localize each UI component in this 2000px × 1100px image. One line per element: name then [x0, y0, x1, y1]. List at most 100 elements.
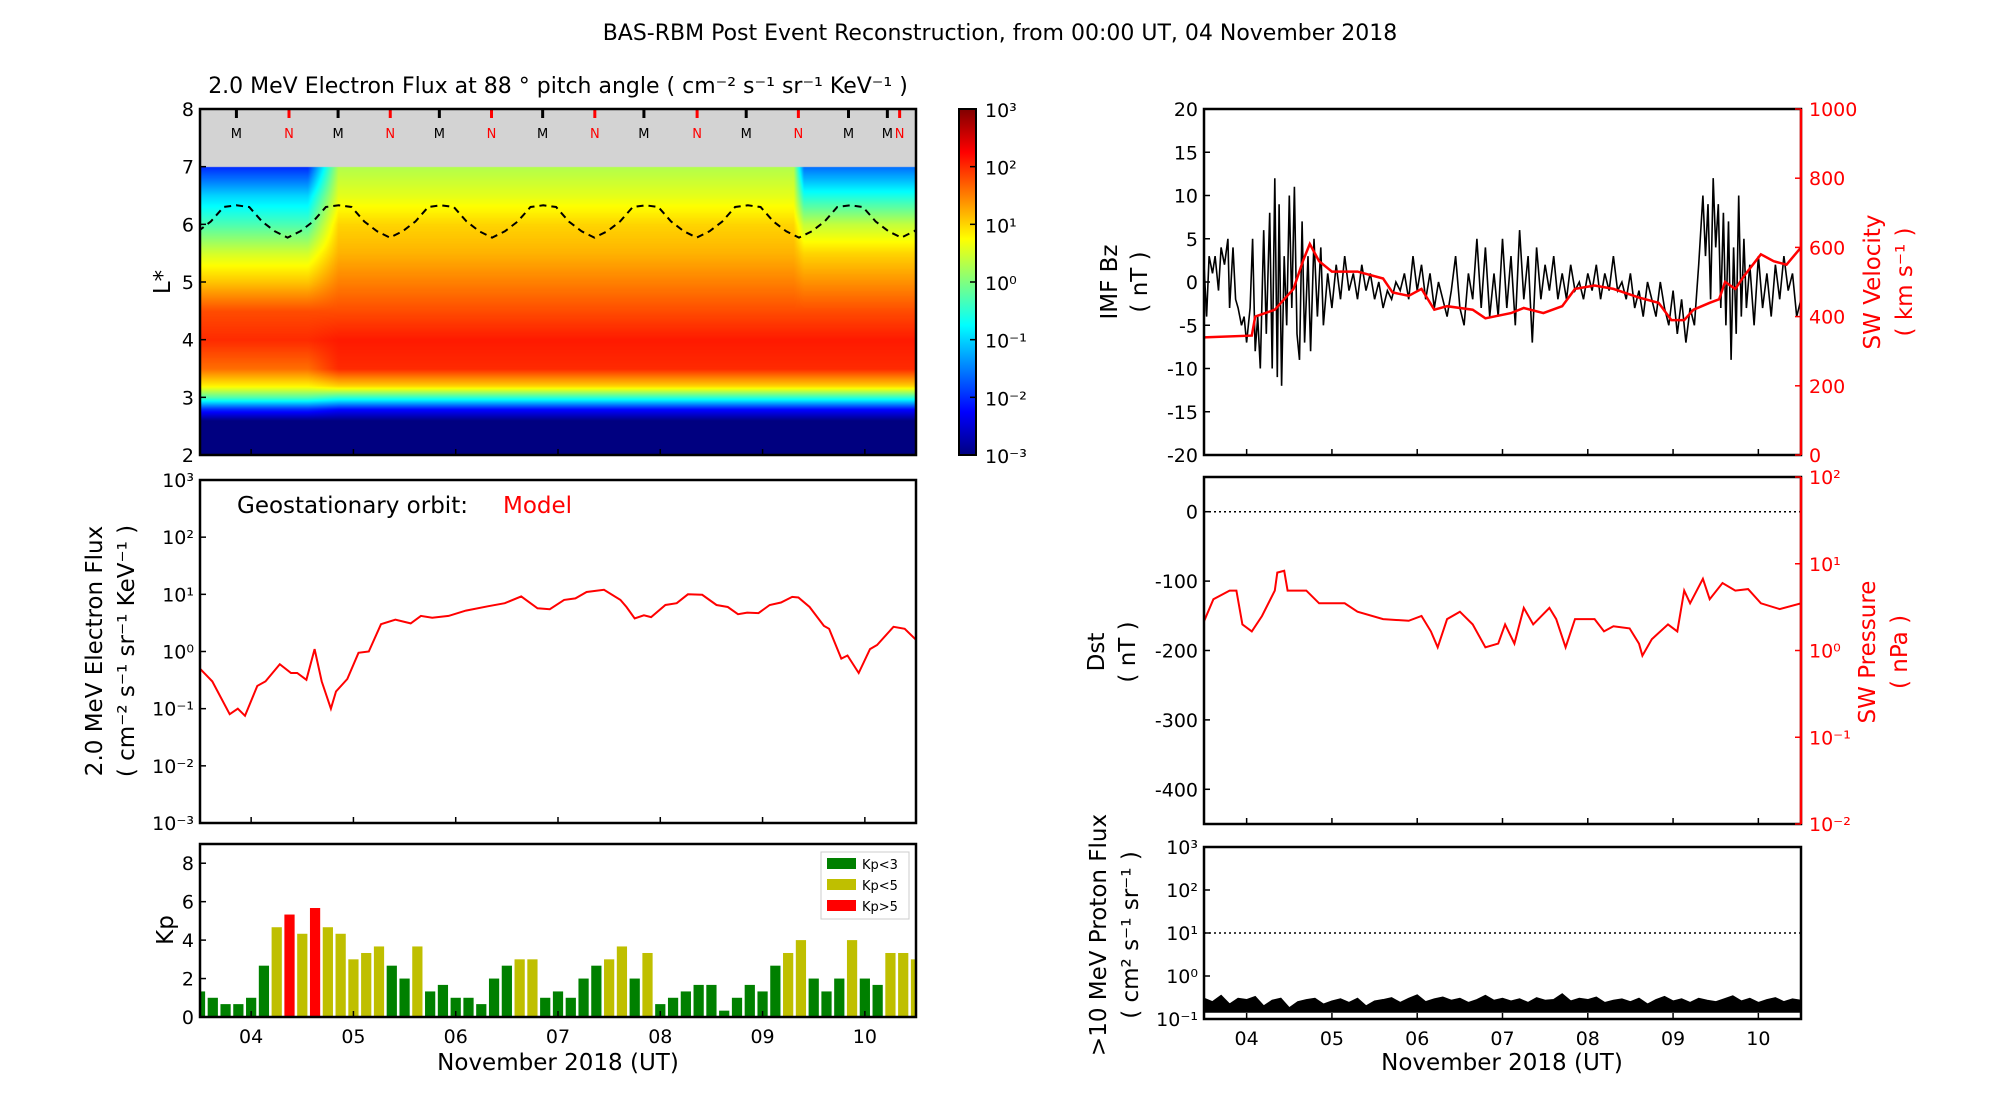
kp-bar: [297, 933, 308, 1017]
x-label-left: November 2018 (UT): [437, 1050, 679, 1076]
geo-orbit-dashed-line: [200, 204, 916, 239]
kp-legend-label: Kp>5: [862, 900, 898, 915]
geo-flux-ytick-label: 10²: [162, 527, 194, 549]
kp-bar: [258, 965, 270, 1017]
mlt-marker-label: N: [794, 127, 804, 142]
proton-ylabel-1: >10 MeV Proton Flux: [1086, 814, 1112, 1056]
velocity-ytick-label: 1000: [1809, 99, 1857, 121]
mlt-marker-label: N: [590, 127, 600, 142]
kp-bar: [373, 946, 385, 1017]
proton-xtick-label: 06: [1405, 1028, 1429, 1050]
kp-bar: [514, 959, 525, 1017]
geo-ylabel-1: 2.0 MeV Electron Flux: [82, 526, 108, 776]
kp-xtick-label: 08: [648, 1026, 672, 1048]
proton-xtick-label: 05: [1320, 1028, 1344, 1050]
kp-bar: [578, 978, 589, 1017]
kp-bar: [744, 984, 755, 1017]
heatmap-ytick-label: 3: [182, 387, 194, 409]
mlt-marker-label: N: [284, 127, 294, 142]
kp-bar: [795, 940, 807, 1017]
heatmap-ytick-label: 8: [182, 99, 194, 121]
kp-bar: [757, 991, 768, 1017]
pressure-ytick-label: 10⁻²: [1809, 814, 1851, 836]
kp-bar: [322, 927, 333, 1017]
imf-ytick-label: -10: [1167, 359, 1198, 381]
kp-bar: [667, 997, 679, 1017]
pressure-ytick-label: 10²: [1809, 467, 1841, 489]
kp-bar: [552, 991, 564, 1017]
imf-ytick-label: 0: [1186, 272, 1198, 294]
colorbar-tick-label: 10⁻³: [985, 446, 1027, 468]
kp-bar: [220, 1004, 231, 1017]
kp-legend-label: Kp<3: [862, 858, 898, 873]
kp-bar: [770, 965, 781, 1017]
proton-ylabel-2: ( cm² s⁻¹ sr⁻¹ ): [1118, 851, 1144, 1019]
kp-bar: [335, 933, 346, 1017]
imf-ytick-label: -5: [1179, 315, 1198, 337]
proton-ytick-label: 10³: [1166, 837, 1198, 859]
kp-bar: [680, 991, 691, 1017]
kp-legend-label: Kp<5: [862, 879, 898, 894]
colorbar-tick-label: 10¹: [985, 215, 1017, 237]
kp-xtick-label: 09: [750, 1026, 774, 1048]
kp-xtick-label: 05: [341, 1026, 365, 1048]
kp-bar: [706, 984, 717, 1017]
geo-annotation: Geostationary orbit:: [237, 493, 468, 519]
geo-flux-ytick-label: 10⁻³: [152, 813, 194, 835]
pressure-ylabel-2: ( nPa ): [1887, 615, 1913, 689]
kp-bar: [821, 991, 832, 1017]
geo-ylabel-2: ( cm⁻² s⁻¹ sr⁻¹ KeV⁻¹ ): [114, 525, 140, 777]
imf-ytick-label: -15: [1167, 402, 1198, 424]
mlt-marker-label: N: [692, 127, 702, 142]
kp-bar: [846, 940, 858, 1017]
imf-ytick-label: 15: [1174, 142, 1198, 164]
kp-xtick-label: 04: [239, 1026, 263, 1048]
heatmap-ytick-label: 6: [182, 214, 194, 236]
geo-flux-ytick-label: 10⁻¹: [152, 699, 194, 721]
kp-bar: [910, 959, 916, 1017]
mlt-marker-label: M: [843, 127, 854, 142]
kp-bar: [527, 959, 538, 1017]
x-label-right: November 2018 (UT): [1381, 1050, 1623, 1076]
kp-bar: [859, 978, 870, 1017]
proton-xtick-label: 07: [1490, 1028, 1514, 1050]
velocity-ytick-label: 200: [1809, 376, 1845, 398]
kp-ylabel: Kp: [153, 915, 179, 945]
mlt-marker-label: N: [385, 127, 395, 142]
kp-bar: [399, 978, 410, 1017]
kp-bar: [885, 952, 896, 1017]
kp-bar: [200, 991, 206, 1017]
velocity-ylabel-1: SW Velocity: [1860, 215, 1886, 350]
proton-xtick-label: 04: [1235, 1028, 1259, 1050]
geo-model-label: Model: [503, 493, 572, 519]
kp-bar: [348, 959, 359, 1017]
pressure-ytick-label: 10⁻¹: [1809, 727, 1851, 749]
imf-ytick-label: -20: [1167, 445, 1198, 467]
kp-bar: [412, 946, 423, 1017]
heatmap-ytick-label: 7: [182, 157, 194, 179]
proton-xtick-label: 09: [1661, 1028, 1685, 1050]
heatmap-ytick-label: 4: [182, 330, 194, 352]
kp-bar: [655, 1004, 666, 1017]
colorbar-tick-label: 10⁻¹: [985, 331, 1027, 353]
dst-ytick-label: -100: [1155, 571, 1198, 593]
geo-flux-ytick-label: 10¹: [162, 584, 194, 606]
colorbar-tick-label: 10³: [985, 100, 1017, 122]
proton-ytick-label: 10²: [1166, 880, 1198, 902]
kp-bar: [629, 978, 640, 1017]
kp-bar: [604, 959, 615, 1017]
velocity-ytick-label: 600: [1809, 237, 1845, 259]
colorbar-tick-label: 10⁻²: [985, 388, 1027, 410]
kp-bar: [731, 997, 743, 1017]
kp-legend-swatch: [827, 879, 856, 890]
geo-flux-ytick-label: 10³: [162, 470, 194, 492]
kp-bar: [361, 952, 372, 1017]
dst-ytick-label: -200: [1155, 641, 1198, 663]
mlt-marker-label: M: [231, 127, 242, 142]
proton-flux-line: [1204, 993, 1801, 1010]
mlt-marker-label: M: [332, 127, 343, 142]
heatmap-ytick-label: 2: [182, 445, 194, 467]
geo-flux-ytick-label: 10⁰: [162, 642, 194, 664]
imf-bz-line: [1204, 178, 1801, 386]
